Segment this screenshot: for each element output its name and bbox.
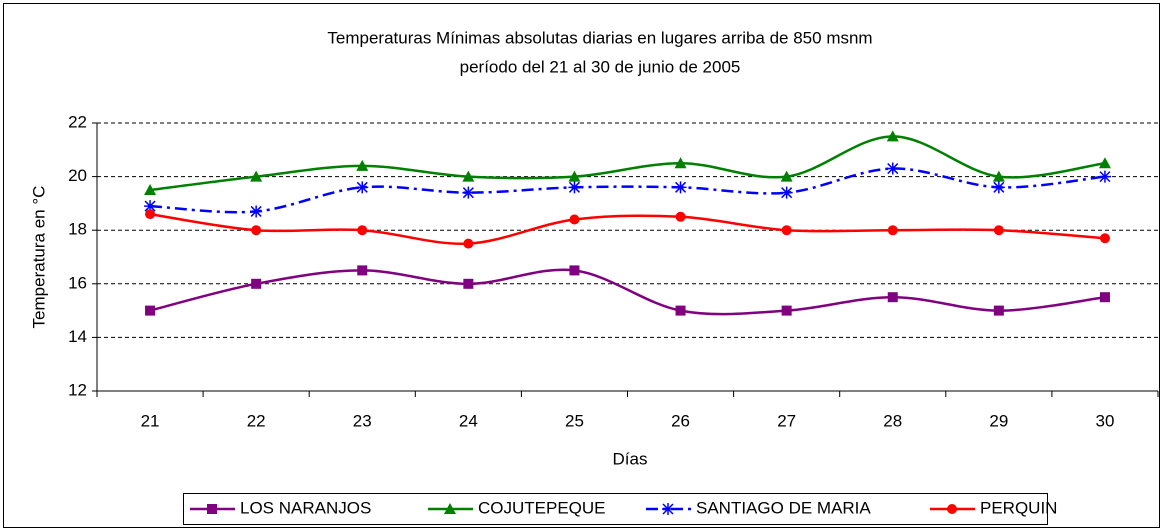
y-axis-label: Temperatura en °C xyxy=(29,186,48,329)
x-tick-label: 30 xyxy=(1095,411,1114,430)
point xyxy=(887,292,898,303)
x-tick-label: 24 xyxy=(459,411,478,430)
chart-frame xyxy=(3,3,1160,528)
x-tick-label: 27 xyxy=(777,411,796,430)
point xyxy=(1099,233,1110,244)
point xyxy=(1098,157,1111,169)
legend-marker xyxy=(207,504,217,514)
point xyxy=(993,305,1004,316)
x-tick-label: 26 xyxy=(671,411,690,430)
point xyxy=(463,238,474,249)
chart-subtitle: período del 21 al 30 de junio de 2005 xyxy=(460,57,741,76)
y-tick-label: 14 xyxy=(68,327,87,346)
legend xyxy=(183,493,1048,525)
point xyxy=(992,181,1005,194)
legend-label: PERQUIN xyxy=(980,498,1057,517)
point xyxy=(250,170,263,182)
point xyxy=(781,305,792,316)
x-axis-label: Días xyxy=(613,449,648,468)
x-tick-label: 28 xyxy=(883,411,902,430)
point xyxy=(675,211,686,222)
legend-marker xyxy=(947,504,957,514)
point xyxy=(675,305,686,316)
point xyxy=(886,130,899,142)
legend-marker xyxy=(444,503,456,514)
point xyxy=(145,305,156,316)
legend-label: COJUTEPEQUE xyxy=(478,498,606,517)
point xyxy=(251,278,262,289)
x-tick-label: 29 xyxy=(989,411,1008,430)
point xyxy=(144,200,157,213)
y-tick-label: 22 xyxy=(68,112,87,131)
x-tick-label: 22 xyxy=(247,411,266,430)
x-tick-label: 25 xyxy=(565,411,584,430)
point xyxy=(357,225,368,236)
point xyxy=(1099,292,1110,303)
point xyxy=(356,159,369,171)
point xyxy=(568,181,581,194)
point xyxy=(144,184,157,195)
series-line xyxy=(149,212,1106,245)
point xyxy=(463,278,474,289)
point xyxy=(250,205,263,218)
point xyxy=(886,162,899,175)
legend-label: SANTIAGO DE MARIA xyxy=(696,498,871,517)
point xyxy=(356,181,369,194)
x-tick-label: 23 xyxy=(353,411,372,430)
point xyxy=(1098,170,1111,183)
point xyxy=(992,170,1005,182)
point xyxy=(462,170,475,182)
point xyxy=(357,265,368,276)
series-line xyxy=(149,167,1106,214)
point xyxy=(462,186,475,199)
y-tick-label: 20 xyxy=(68,166,87,185)
point xyxy=(674,181,687,194)
y-tick-label: 16 xyxy=(68,273,87,292)
point xyxy=(145,209,156,220)
point xyxy=(674,157,687,169)
point xyxy=(993,225,1004,236)
legend-label: LOS NARANJOS xyxy=(240,498,371,517)
chart-title: Temperaturas Mínimas absolutas diarias e… xyxy=(327,28,872,47)
point xyxy=(568,170,581,182)
series-line xyxy=(149,135,1106,192)
y-tick-label: 12 xyxy=(68,380,87,399)
point xyxy=(781,225,792,236)
x-tick-label: 21 xyxy=(141,411,160,430)
legend-marker xyxy=(662,503,674,515)
series-line xyxy=(149,268,1106,316)
point xyxy=(887,225,898,236)
point xyxy=(569,265,580,276)
point xyxy=(780,170,793,182)
point xyxy=(569,214,580,225)
y-tick-label: 18 xyxy=(68,220,87,239)
point xyxy=(780,186,793,199)
point xyxy=(251,225,262,236)
